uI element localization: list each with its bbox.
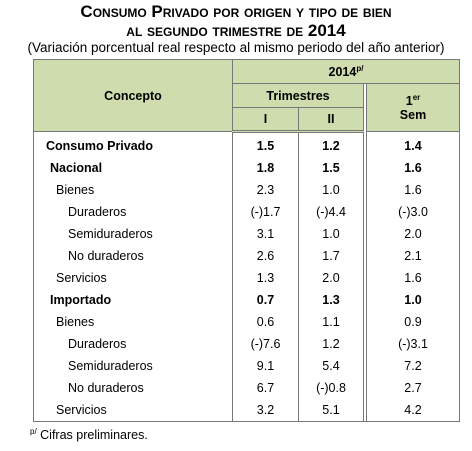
cell: 2.0: [366, 223, 460, 245]
cell: 0.9: [366, 311, 460, 333]
row-label: Servicios: [33, 399, 233, 422]
cell: (-)1.7: [232, 201, 299, 223]
table-row: Servicios 3.2 5.1 4.2: [33, 399, 460, 422]
year-mark: p/: [356, 63, 364, 73]
table-row: Importado 0.7 1.3 1.0: [33, 289, 460, 311]
footnote-text: Cifras preliminares.: [40, 428, 148, 443]
cell: 1.2: [298, 131, 364, 157]
table-row: Bienes 0.6 1.1 0.9: [33, 311, 460, 333]
cell: 1.5: [232, 131, 299, 157]
subtitle: (Variación porcentual real respecto al m…: [27, 40, 445, 55]
table-row: No duraderos 2.6 1.7 2.1: [33, 245, 460, 267]
cell: 6.7: [232, 377, 299, 399]
row-label: Duraderos: [33, 333, 233, 355]
table-row: Bienes 2.3 1.0 1.6: [33, 179, 460, 201]
data-table: Concepto 2014p/ Trimestres 1er Sem I II Co…: [33, 59, 460, 422]
cell: 1.6: [366, 157, 460, 179]
cell: 5.4: [298, 355, 364, 377]
cell: (-)0.8: [298, 377, 364, 399]
cell: 1.8: [232, 157, 299, 179]
cell: 1.6: [366, 179, 460, 201]
cell: 1.3: [232, 267, 299, 289]
table-row: Semiduraderos 9.1 5.4 7.2: [33, 355, 460, 377]
table-row: Servicios 1.3 2.0 1.6: [33, 267, 460, 289]
cell: 7.2: [366, 355, 460, 377]
table-row: Duraderos (-)7.6 1.2 (-)3.1: [33, 333, 460, 355]
cell: 5.1: [298, 399, 364, 422]
cell: 2.3: [232, 179, 299, 201]
cell: 1.3: [298, 289, 364, 311]
header-q2: II: [298, 107, 364, 133]
cell: 2.7: [366, 377, 460, 399]
cell: 3.2: [232, 399, 299, 422]
cell: 2.0: [298, 267, 364, 289]
row-label: Bienes: [33, 311, 233, 333]
cell: (-)4.4: [298, 201, 364, 223]
header-sem: 1er Sem: [366, 83, 460, 132]
title: al segundo trimestre de 2014: [126, 21, 346, 40]
cell: 9.1: [232, 355, 299, 377]
footnote: p/ Cifras preliminares.: [30, 427, 148, 442]
row-label: No duraderos: [33, 245, 233, 267]
sem-ordinal: er: [412, 92, 421, 102]
cell: 2.1: [366, 245, 460, 267]
table-row: Semiduraderos 3.1 1.0 2.0: [33, 223, 460, 245]
row-label: Duraderos: [33, 201, 233, 223]
table-row: Consumo Privado 1.5 1.2 1.4: [33, 131, 460, 157]
header-concept: Concepto: [33, 59, 233, 132]
cell: 1.5: [298, 157, 364, 179]
cell: 1.0: [298, 223, 364, 245]
title: Consumo Privado por origen y tipo de bie…: [80, 2, 392, 21]
row-label: Nacional: [33, 157, 233, 179]
cell: 0.7: [232, 289, 299, 311]
row-label: Semiduraderos: [33, 223, 233, 245]
cell: 3.1: [232, 223, 299, 245]
table-row: No duraderos 6.7 (-)0.8 2.7: [33, 377, 460, 399]
cell: 1.1: [298, 311, 364, 333]
cell: 1.7: [298, 245, 364, 267]
cell: (-)7.6: [232, 333, 299, 355]
table-row: Nacional 1.8 1.5 1.6: [33, 157, 460, 179]
header-year: 2014p/: [232, 59, 460, 84]
header-q1: I: [232, 107, 299, 133]
row-label: Bienes: [33, 179, 233, 201]
cell: 1.0: [298, 179, 364, 201]
header-quarters: Trimestres: [232, 83, 364, 108]
cell: 0.6: [232, 311, 299, 333]
cell: 1.4: [366, 131, 460, 157]
row-label: Semiduraderos: [33, 355, 233, 377]
cell: (-)3.1: [366, 333, 460, 355]
row-label: Servicios: [33, 267, 233, 289]
row-label: Importado: [33, 289, 233, 311]
sem: Sem: [399, 108, 427, 123]
cell: (-)3.0: [366, 201, 460, 223]
cell: 1.0: [366, 289, 460, 311]
footnote-mark: p/: [30, 427, 37, 436]
row-label: No duraderos: [33, 377, 233, 399]
cell: 1.6: [366, 267, 460, 289]
sem-number: 1: [405, 94, 413, 109]
table-row: Duraderos (-)1.7 (-)4.4 (-)3.0: [33, 201, 460, 223]
row-label: Consumo Privado: [33, 131, 233, 157]
year: 2014: [328, 65, 357, 80]
cell: 1.2: [298, 333, 364, 355]
cell: 4.2: [366, 399, 460, 422]
cell: 2.6: [232, 245, 299, 267]
